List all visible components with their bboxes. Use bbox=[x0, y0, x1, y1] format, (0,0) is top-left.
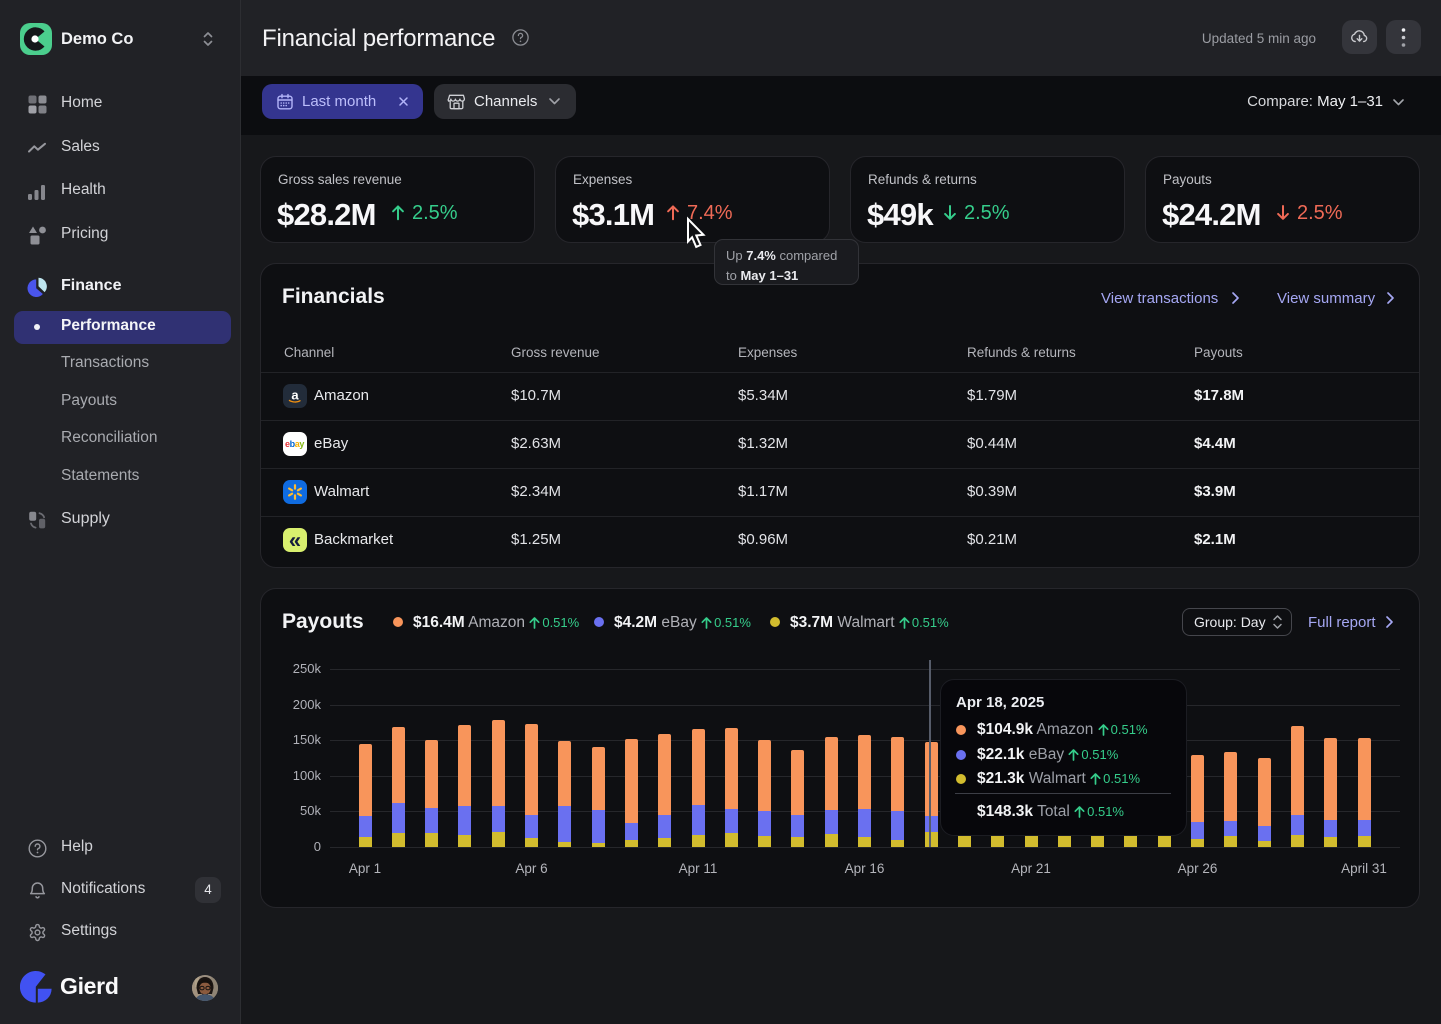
svg-text:ebay: ebay bbox=[285, 439, 304, 449]
svg-text:«: « bbox=[289, 528, 301, 552]
svg-text:a: a bbox=[291, 388, 299, 403]
